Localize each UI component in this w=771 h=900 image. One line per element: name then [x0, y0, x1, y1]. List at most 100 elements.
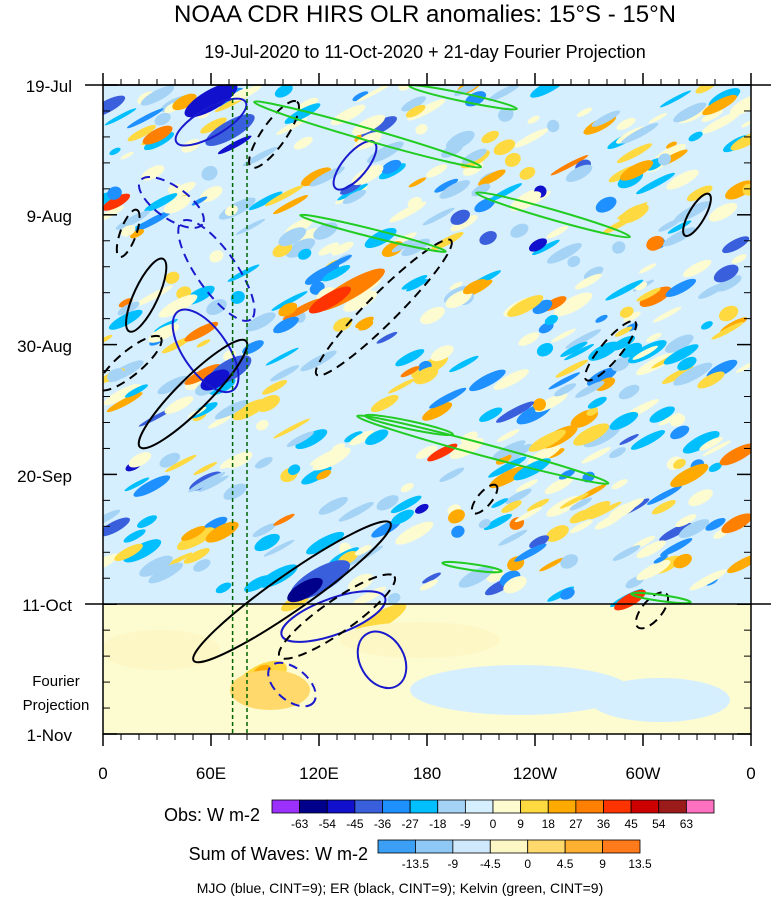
- olr-anomaly-cell: [527, 444, 561, 465]
- olr-anomaly-cell: [445, 130, 475, 150]
- olr-anomaly-cell: [137, 515, 157, 528]
- mjo-contour: [177, 218, 256, 322]
- olr-anomaly-cell: [127, 124, 157, 142]
- olr-anomaly-cell: [705, 518, 726, 531]
- olr-anomaly-cell: [415, 124, 428, 135]
- obs-colorbar-tick-label: -54: [319, 817, 337, 831]
- olr-anomaly-cell: [657, 153, 672, 166]
- waves-colorbar-swatch: [489, 839, 529, 854]
- obs-colorbar-tick-label: 27: [569, 817, 583, 831]
- kelvin-contour: [299, 213, 447, 253]
- olr-anomaly-cell: [217, 135, 252, 155]
- olr-anomaly-cell: [587, 367, 617, 387]
- olr-anomaly-cell: [134, 210, 172, 232]
- olr-anomaly-cell: [735, 359, 751, 373]
- olr-anomaly-cell: [576, 107, 593, 117]
- olr-anomaly-cell: [518, 332, 540, 346]
- olr-anomaly-cell: [227, 451, 253, 469]
- olr-anomaly-cell: [316, 469, 332, 480]
- olr-anomaly-cell: [351, 164, 384, 186]
- olr-anomaly-cell: [678, 519, 710, 539]
- olr-anomaly-cell: [514, 543, 547, 562]
- waves-colorbar-swatch: [452, 839, 491, 854]
- olr-anomaly-cell: [306, 531, 345, 555]
- olr-anomaly-cell: [273, 418, 310, 439]
- olr-anomaly-cell: [214, 399, 249, 420]
- olr-anomaly-cell: [120, 151, 134, 160]
- olr-anomaly-cell: [478, 519, 491, 529]
- waves-colorbar-tick-label: 4.5: [557, 857, 574, 871]
- olr-anomaly-cell: [605, 279, 644, 301]
- olr-anomaly-cell: [140, 85, 175, 106]
- waves-colorbar-tick-label: -9: [448, 857, 459, 871]
- olr-anomaly-cell: [262, 379, 288, 395]
- olr-anomaly-cell: [389, 201, 427, 223]
- olr-anomaly-cell: [718, 305, 739, 322]
- olr-anomaly-cell: [451, 525, 465, 538]
- olr-anomaly-cell: [300, 350, 337, 372]
- olr-anomaly-cell: [539, 557, 564, 572]
- obs-colorbar-tick-label: -18: [429, 817, 447, 831]
- obs-colorbar-tick-label: 36: [597, 817, 611, 831]
- olr-anomaly-cell: [527, 115, 540, 124]
- olr-anomaly-cell: [667, 220, 692, 234]
- olr-anomaly-feature: [614, 589, 646, 611]
- waves-colorbar-swatch: [602, 839, 641, 854]
- obs-colorbar-swatch: [630, 799, 660, 814]
- olr-anomaly-cell: [505, 488, 532, 504]
- olr-anomaly-cell: [130, 229, 145, 239]
- olr-anomaly-cell: [242, 340, 264, 355]
- olr-anomaly-cell: [519, 166, 536, 180]
- olr-anomaly-cell: [352, 114, 386, 136]
- olr-anomaly-cell: [263, 539, 295, 557]
- olr-anomaly-cell: [352, 91, 369, 102]
- olr-anomaly-cell: [479, 407, 503, 422]
- obs-colorbar-swatch: [603, 799, 632, 814]
- olr-anomaly-cell: [729, 93, 751, 116]
- olr-anomaly-cell: [265, 347, 299, 366]
- olr-anomaly-cell: [264, 185, 304, 207]
- olr-anomaly-cell: [651, 500, 676, 515]
- olr-anomaly-cell: [587, 396, 607, 409]
- olr-anomaly-cell: [702, 440, 732, 456]
- olr-anomaly-cell: [550, 154, 589, 176]
- olr-anomaly-cell: [401, 274, 428, 290]
- obs-colorbar-tick-label: 54: [652, 817, 666, 831]
- projection-label: Projection: [23, 697, 90, 714]
- olr-anomaly-cell: [401, 96, 426, 112]
- er-contour: [248, 99, 300, 169]
- olr-anomaly-cell: [165, 271, 180, 284]
- olr-anomaly-cell: [252, 523, 277, 538]
- olr-anomaly-cell: [636, 353, 675, 376]
- olr-anomaly-cell: [206, 299, 227, 316]
- olr-anomaly-cell: [595, 196, 617, 213]
- olr-anomaly-cell: [673, 102, 707, 123]
- olr-anomaly-cell: [224, 205, 238, 216]
- plot-area: [103, 85, 751, 734]
- waves-colorbar-swatch: [415, 839, 454, 854]
- olr-anomaly-cell: [652, 306, 682, 323]
- er-contour: [103, 334, 163, 392]
- olr-anomaly-cell: [666, 141, 677, 149]
- waves-colorbar-tick-label: -4.5: [480, 857, 501, 871]
- waves-colorbar-swatch: [377, 839, 416, 854]
- olr-anomaly-cell: [181, 525, 206, 541]
- olr-anomaly-cell: [635, 282, 648, 291]
- olr-anomaly-cell: [148, 323, 179, 343]
- x-tick-label: 60E: [196, 764, 226, 783]
- x-tick-label: 0: [746, 764, 755, 783]
- obs-colorbar-swatch: [520, 799, 549, 814]
- olr-anomaly-cell: [422, 402, 453, 421]
- olr-anomaly-cell: [675, 514, 697, 528]
- olr-anomaly-cell: [426, 164, 448, 178]
- olr-anomaly-cell: [349, 430, 375, 446]
- olr-anomaly-cell: [532, 398, 547, 411]
- olr-anomaly-cell: [665, 278, 697, 298]
- y-tick-label: 30-Aug: [17, 337, 72, 356]
- olr-anomaly-field: [103, 85, 751, 734]
- olr-anomaly-cell: [405, 104, 426, 118]
- olr-anomaly-cell: [503, 576, 527, 594]
- olr-anomaly-cell: [741, 120, 751, 128]
- olr-anomaly-cell: [273, 316, 299, 334]
- olr-anomaly-cell: [701, 321, 713, 330]
